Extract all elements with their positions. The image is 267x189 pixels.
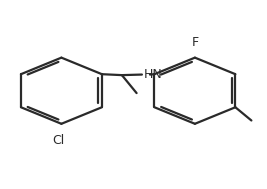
Text: HN: HN: [143, 68, 162, 81]
Text: Cl: Cl: [53, 134, 65, 147]
Text: F: F: [191, 36, 198, 49]
